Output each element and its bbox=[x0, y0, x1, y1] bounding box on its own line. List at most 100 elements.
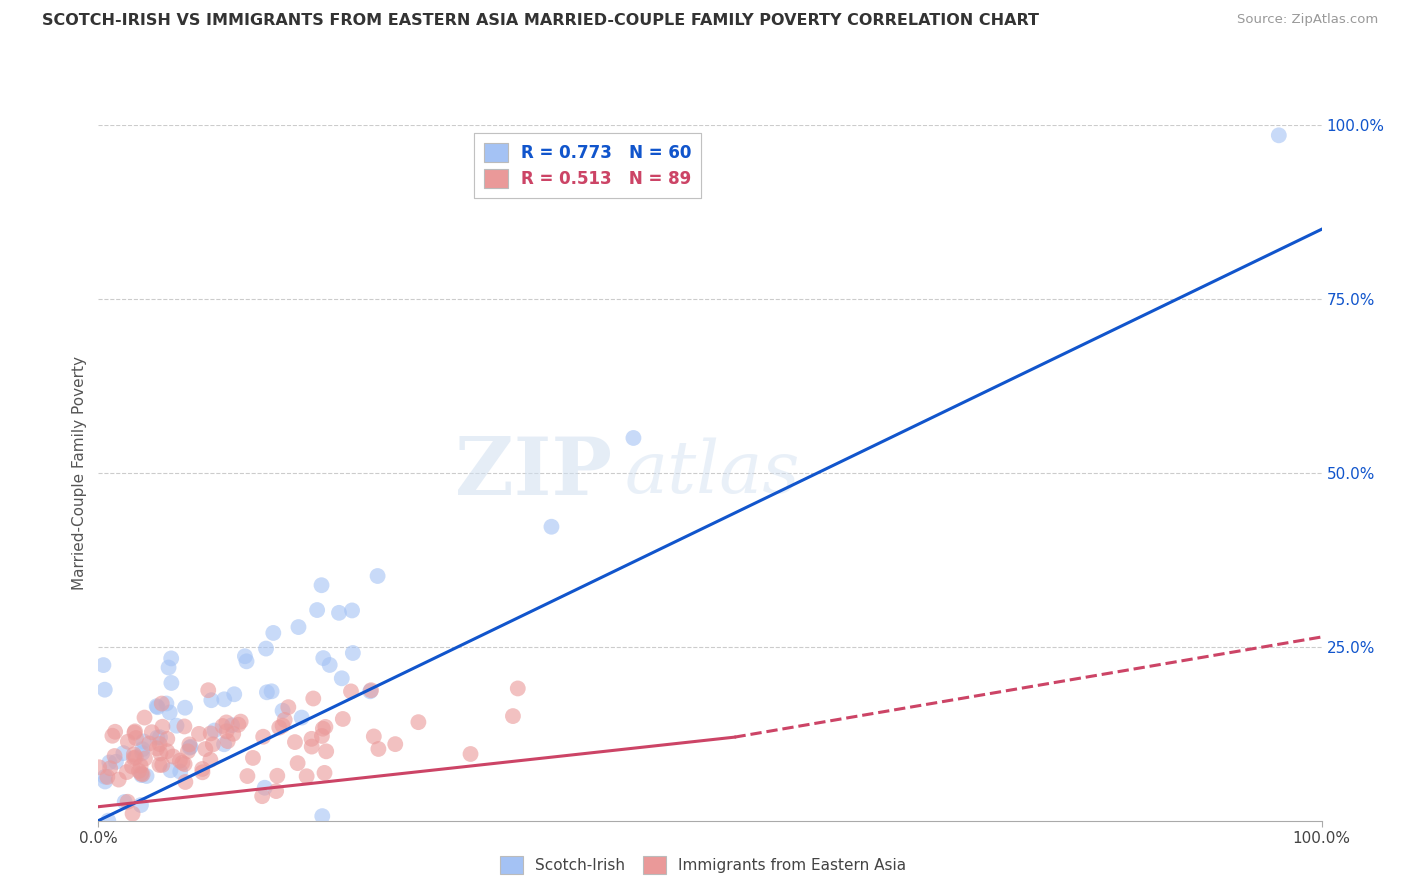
Point bbox=[160, 651, 183, 665]
Point bbox=[138, 737, 160, 751]
Point bbox=[233, 649, 256, 664]
Point bbox=[97, 814, 120, 828]
Point bbox=[540, 520, 562, 534]
Point bbox=[121, 759, 143, 773]
Point bbox=[295, 769, 318, 783]
Point bbox=[166, 719, 188, 733]
Point bbox=[314, 720, 336, 734]
Point bbox=[94, 770, 117, 784]
Point bbox=[287, 756, 309, 771]
Point bbox=[149, 731, 172, 745]
Y-axis label: Married-Couple Family Poverty: Married-Couple Family Poverty bbox=[72, 356, 87, 590]
Point bbox=[125, 750, 148, 764]
Point bbox=[1268, 128, 1291, 143]
Point bbox=[217, 734, 239, 748]
Point bbox=[191, 765, 214, 780]
Point bbox=[155, 697, 177, 711]
Point bbox=[254, 641, 277, 656]
Point bbox=[301, 731, 323, 746]
Point bbox=[122, 751, 145, 765]
Point bbox=[131, 742, 153, 756]
Point bbox=[134, 710, 156, 724]
Point bbox=[340, 603, 363, 617]
Point bbox=[311, 809, 333, 823]
Point bbox=[129, 797, 152, 812]
Point bbox=[271, 704, 294, 718]
Point bbox=[269, 721, 291, 735]
Point bbox=[367, 569, 389, 583]
Point bbox=[173, 757, 195, 772]
Point bbox=[221, 718, 243, 732]
Point bbox=[125, 731, 148, 745]
Point bbox=[159, 763, 181, 777]
Point bbox=[135, 769, 157, 783]
Point bbox=[330, 671, 353, 685]
Point bbox=[191, 762, 214, 776]
Point bbox=[128, 764, 150, 778]
Text: ZIP: ZIP bbox=[456, 434, 612, 512]
Point bbox=[131, 768, 153, 782]
Point bbox=[200, 726, 222, 740]
Point bbox=[177, 744, 200, 758]
Point bbox=[460, 747, 482, 761]
Point bbox=[262, 626, 284, 640]
Point bbox=[112, 746, 135, 760]
Point bbox=[179, 740, 201, 755]
Point bbox=[228, 717, 250, 731]
Point bbox=[174, 700, 197, 714]
Point bbox=[131, 767, 153, 781]
Point bbox=[273, 713, 295, 727]
Point bbox=[107, 772, 129, 787]
Point bbox=[96, 770, 118, 784]
Point bbox=[256, 685, 278, 699]
Point bbox=[312, 722, 335, 736]
Point bbox=[93, 658, 115, 673]
Point bbox=[146, 731, 169, 745]
Point bbox=[318, 657, 340, 672]
Point bbox=[215, 715, 238, 730]
Point bbox=[146, 700, 169, 714]
Point bbox=[311, 729, 333, 743]
Point bbox=[179, 738, 201, 752]
Point bbox=[156, 731, 179, 746]
Point bbox=[204, 723, 226, 738]
Point bbox=[260, 684, 283, 698]
Point bbox=[141, 725, 163, 739]
Point bbox=[156, 744, 179, 758]
Point bbox=[94, 682, 117, 697]
Point bbox=[122, 747, 145, 762]
Point bbox=[367, 742, 389, 756]
Point bbox=[200, 693, 222, 707]
Point bbox=[117, 735, 139, 749]
Point bbox=[124, 724, 146, 739]
Point bbox=[117, 795, 139, 809]
Point bbox=[211, 719, 233, 733]
Point bbox=[307, 603, 329, 617]
Point bbox=[250, 789, 273, 804]
Point bbox=[328, 606, 350, 620]
Point bbox=[145, 699, 167, 714]
Point bbox=[150, 697, 173, 711]
Point bbox=[104, 755, 127, 769]
Point bbox=[159, 706, 181, 720]
Point bbox=[212, 692, 235, 706]
Point bbox=[266, 769, 288, 783]
Point bbox=[253, 780, 276, 795]
Point bbox=[146, 741, 169, 756]
Point bbox=[342, 646, 364, 660]
Point bbox=[129, 758, 152, 772]
Point bbox=[98, 756, 121, 770]
Point bbox=[332, 712, 354, 726]
Point bbox=[212, 737, 235, 751]
Point bbox=[180, 739, 202, 754]
Point bbox=[124, 725, 146, 739]
Point bbox=[201, 737, 224, 751]
Point bbox=[271, 718, 294, 732]
Point bbox=[150, 758, 173, 772]
Point bbox=[121, 806, 143, 821]
Point bbox=[408, 715, 430, 730]
Point bbox=[101, 729, 124, 743]
Point bbox=[314, 765, 336, 780]
Point bbox=[252, 730, 274, 744]
Point bbox=[174, 775, 197, 789]
